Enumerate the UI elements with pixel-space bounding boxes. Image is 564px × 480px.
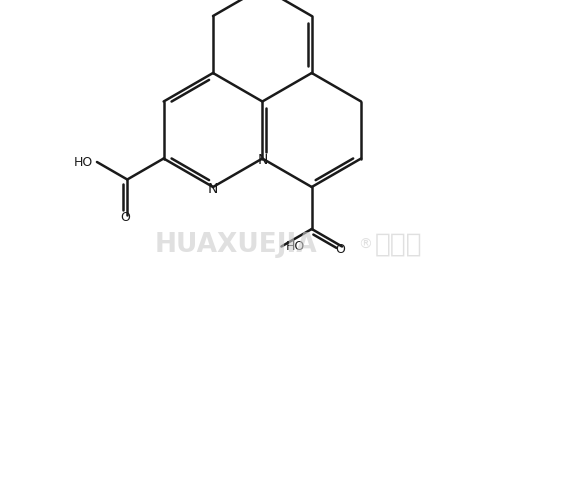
Text: HUAXUEJIA: HUAXUEJIA [155,232,318,258]
Text: HO: HO [73,156,92,168]
Text: N: N [208,182,218,196]
Text: HO: HO [286,240,305,253]
Text: 化学加: 化学加 [375,232,422,258]
Text: O: O [335,243,345,256]
Text: N: N [257,154,267,168]
Text: ®: ® [358,238,372,252]
Text: O: O [120,211,130,224]
